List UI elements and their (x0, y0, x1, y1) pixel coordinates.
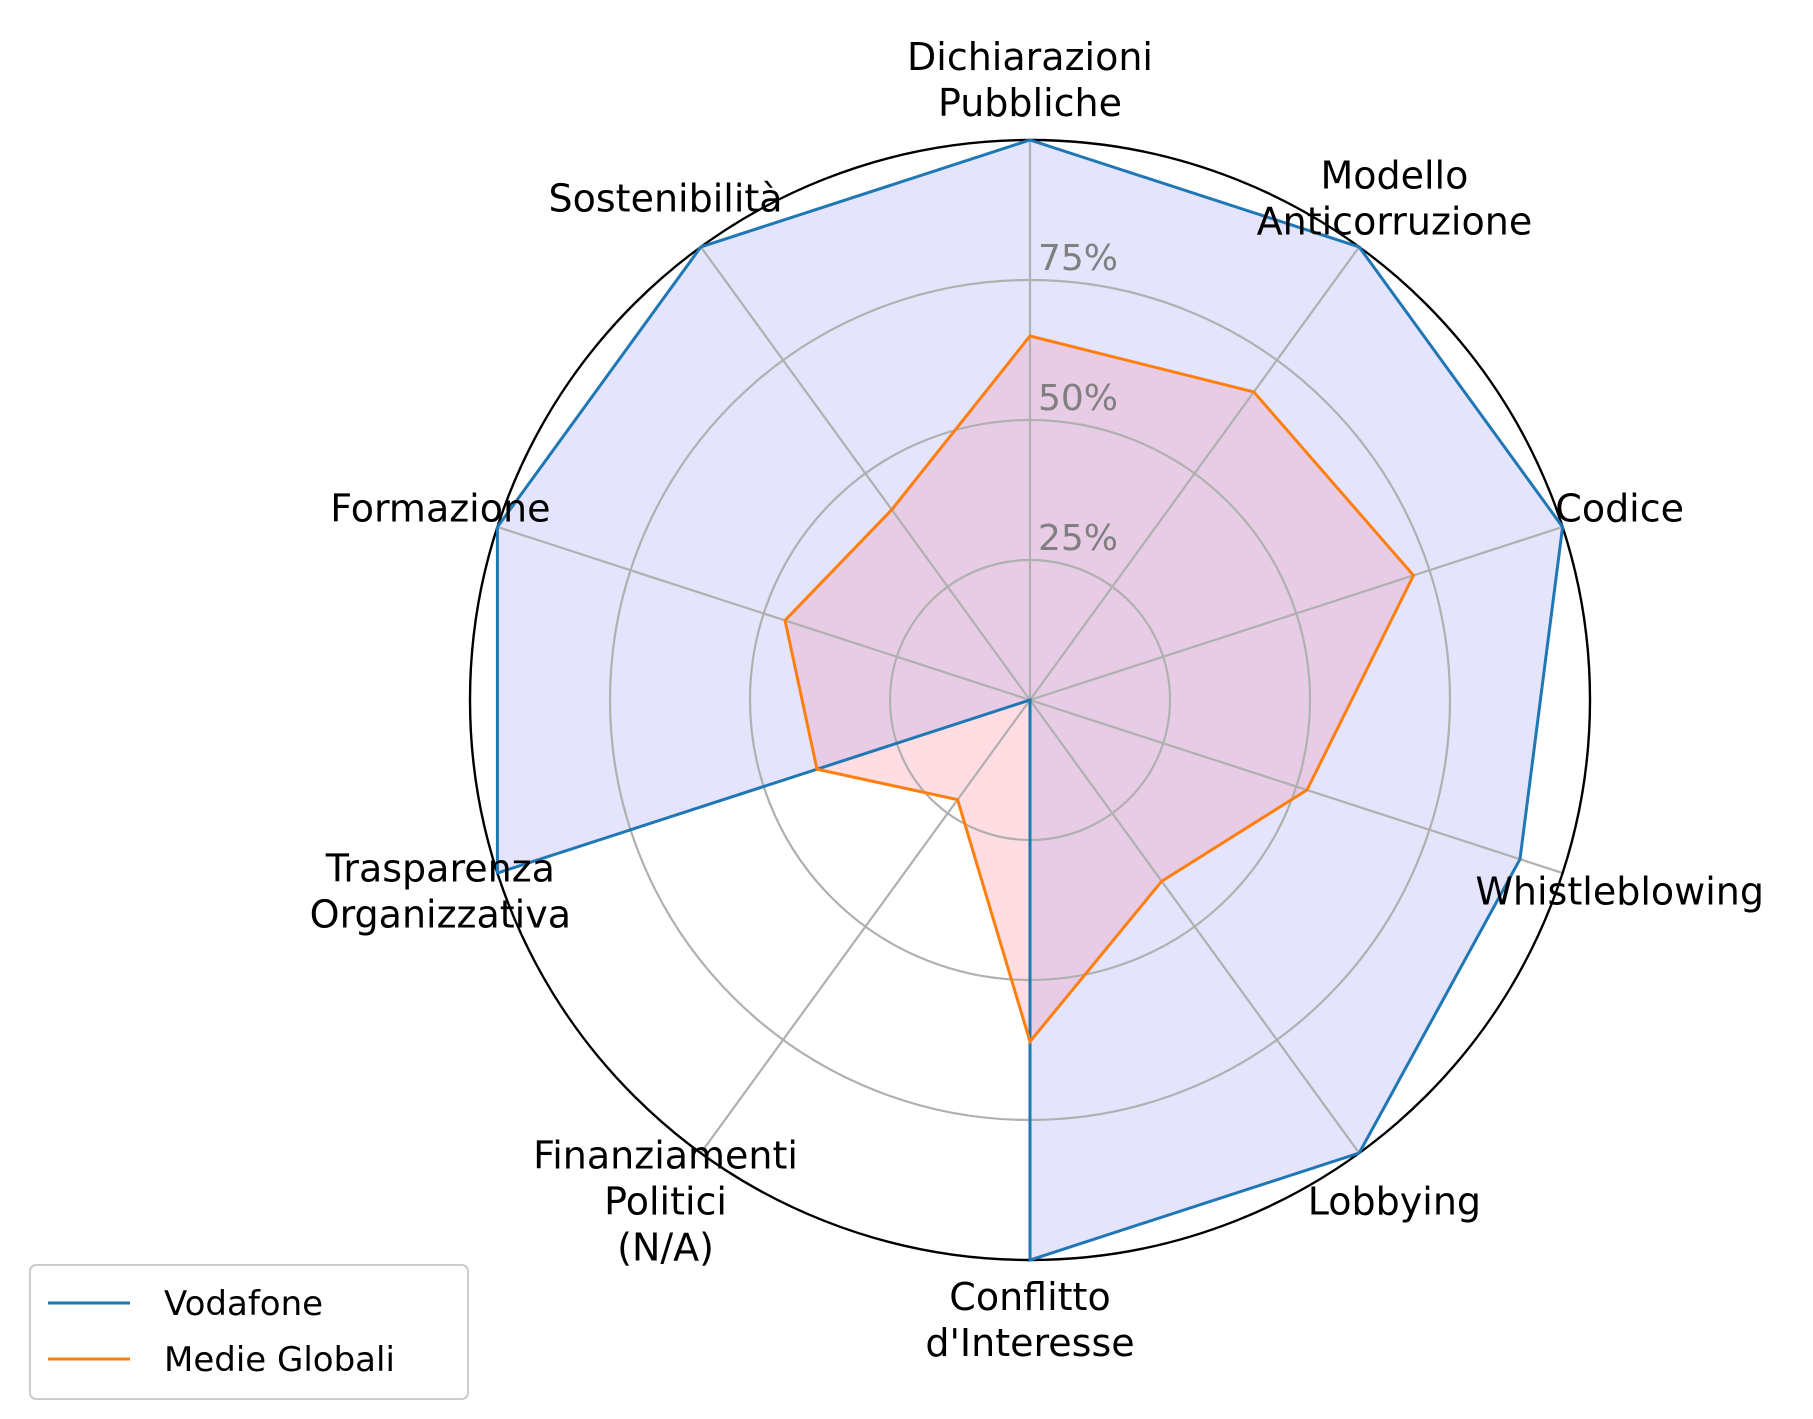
legend-entry-vodafone: Vodafone (48, 1284, 323, 1324)
category-label-line: Trasparenza (325, 847, 555, 891)
radial-tick-labels: 25% 50% 75% (1038, 238, 1118, 559)
category-label: Codice (1555, 486, 1684, 530)
category-label-line: Lobbying (1308, 1180, 1481, 1224)
legend-box (29, 1264, 469, 1400)
grid-spoke (1029, 699, 1361, 1154)
grid-spoke (699, 699, 1031, 1154)
category-labels: Dichiarazioni Pubbliche Modello Anticorruzi… (310, 35, 1764, 1365)
series-lines (495, 138, 1565, 1263)
legend-label: Vodafone (164, 1284, 323, 1324)
category-label-line: Pubbliche (938, 81, 1122, 125)
grid-spoke (1029, 246, 1361, 701)
series-fill-overlap (785, 336, 1414, 1042)
tick-label: 50% (1038, 378, 1118, 419)
category-label-line: Sostenibilità (549, 176, 783, 220)
category-label-line: d'Interesse (925, 1321, 1134, 1365)
grid-spoke (1029, 698, 1563, 875)
category-label: Formazione (330, 486, 550, 530)
series-line-vodafone (495, 138, 1565, 1263)
grid-spoke (497, 525, 1031, 702)
category-label: Sostenibilità (549, 176, 783, 220)
category-label-line: Formazione (330, 486, 550, 530)
category-label: Finanziamenti Politici (N/A) (533, 1134, 798, 1270)
grid-spoke (699, 246, 1031, 701)
legend: Vodafone Medie Globali (29, 1264, 469, 1400)
category-label: Dichiarazioni Pubbliche (907, 35, 1153, 125)
series-line-medie-globali (783, 334, 1416, 1045)
category-label-line: Modello (1320, 153, 1468, 197)
category-label-line: Politici (604, 1180, 727, 1224)
category-label: Whistleblowing (1475, 870, 1764, 914)
category-label-line: Organizzativa (310, 893, 571, 937)
tick-label: 25% (1038, 518, 1118, 559)
category-label: Modello Anticorruzione (1257, 153, 1533, 243)
category-label-line: Anticorruzione (1257, 199, 1533, 243)
category-label-line: Finanziamenti (533, 1134, 798, 1178)
category-label: Conflitto d'Interesse (925, 1275, 1134, 1365)
tick-label: 75% (1038, 238, 1118, 279)
category-label: Trasparenza Organizzativa (310, 847, 571, 937)
category-label-line: Whistleblowing (1475, 870, 1764, 914)
category-label: Lobbying (1308, 1180, 1481, 1224)
category-label-line: Dichiarazioni (907, 35, 1153, 79)
category-label-line: Codice (1555, 486, 1684, 530)
category-label-line: (N/A) (617, 1226, 714, 1270)
category-label-line: Conflitto (949, 1275, 1110, 1319)
legend-entry-medie-globali: Medie Globali (48, 1340, 395, 1380)
grid-spoke (1029, 525, 1563, 702)
legend-label: Medie Globali (164, 1340, 395, 1380)
